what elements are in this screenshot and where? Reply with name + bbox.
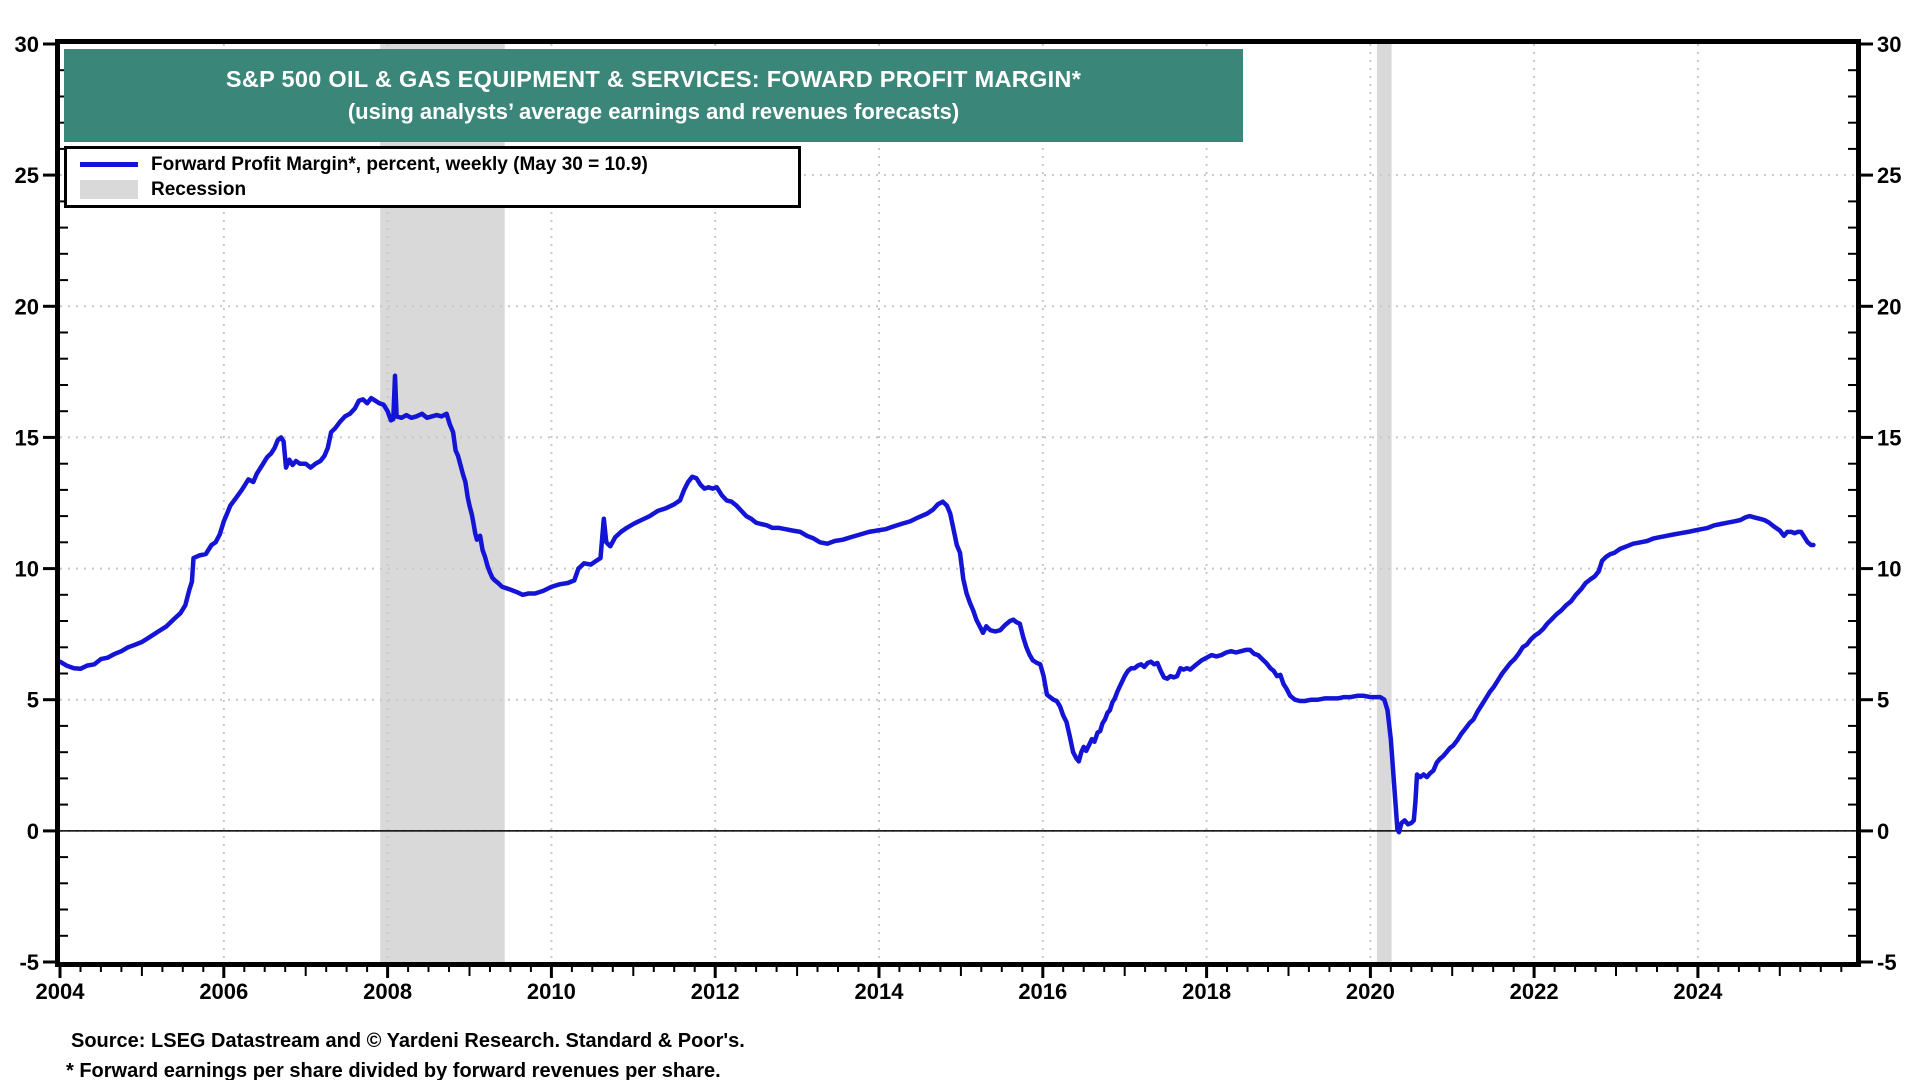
legend: Forward Profit Margin*, percent, weekly … <box>64 146 801 208</box>
recession-legend-label: Recession <box>151 178 247 200</box>
profit-margin-line <box>57 373 1816 835</box>
x-axis-label: 2006 <box>199 979 248 1004</box>
legend-series-row: Forward Profit Margin*, percent, weekly … <box>67 154 798 176</box>
x-axis-label: 2024 <box>1673 979 1723 1004</box>
footnote-text: * Forward earnings per share divided by … <box>66 1060 721 1080</box>
y-axis-label-left: 25 <box>15 163 39 188</box>
x-axis-label: 2010 <box>527 979 576 1004</box>
series-line-swatch <box>80 162 138 167</box>
y-axis-label-right: 20 <box>1877 294 1901 319</box>
y-axis-label-right: 10 <box>1877 557 1901 582</box>
source-text: Source: LSEG Datastream and © Yardeni Re… <box>71 1030 745 1052</box>
legend-recession-row: Recession <box>67 179 798 201</box>
recession-swatch <box>80 180 138 199</box>
y-axis-label-right: 5 <box>1877 688 1889 713</box>
x-axis-label: 2008 <box>363 979 412 1004</box>
y-axis-label-right: -5 <box>1877 950 1897 975</box>
x-axis-label: 2020 <box>1346 979 1395 1004</box>
y-axis-label-left: 15 <box>15 425 39 450</box>
chart-subtitle: (using analysts’ average earnings and re… <box>347 99 960 124</box>
plot-border <box>55 39 1861 967</box>
recession-band <box>1376 44 1392 962</box>
series-legend-label: Forward Profit Margin*, percent, weekly … <box>151 153 648 175</box>
y-axis-label-left: 0 <box>27 819 39 844</box>
y-axis-label-left: 20 <box>15 294 39 319</box>
y-axis-label-left: 10 <box>15 557 39 582</box>
x-axis-label: 2004 <box>36 979 86 1004</box>
chart-title-banner: S&P 500 OIL & GAS EQUIPMENT & SERVICES: … <box>64 49 1243 142</box>
y-axis-label-right: 15 <box>1877 425 1901 450</box>
x-axis-label: 2018 <box>1182 979 1231 1004</box>
chart-title: S&P 500 OIL & GAS EQUIPMENT & SERVICES: … <box>225 66 1082 92</box>
x-axis-label: 2014 <box>855 979 905 1004</box>
y-axis-label-left: 30 <box>15 32 39 57</box>
y-axis-label-right: 30 <box>1877 32 1901 57</box>
y-axis-label-left: -5 <box>19 950 39 975</box>
x-axis-label: 2022 <box>1510 979 1559 1004</box>
y-axis-label-right: 25 <box>1877 163 1901 188</box>
y-axis-label-right: 0 <box>1877 819 1889 844</box>
x-axis-label: 2016 <box>1018 979 1067 1004</box>
x-axis-label: 2012 <box>691 979 740 1004</box>
y-axis-label-left: 5 <box>27 688 39 713</box>
